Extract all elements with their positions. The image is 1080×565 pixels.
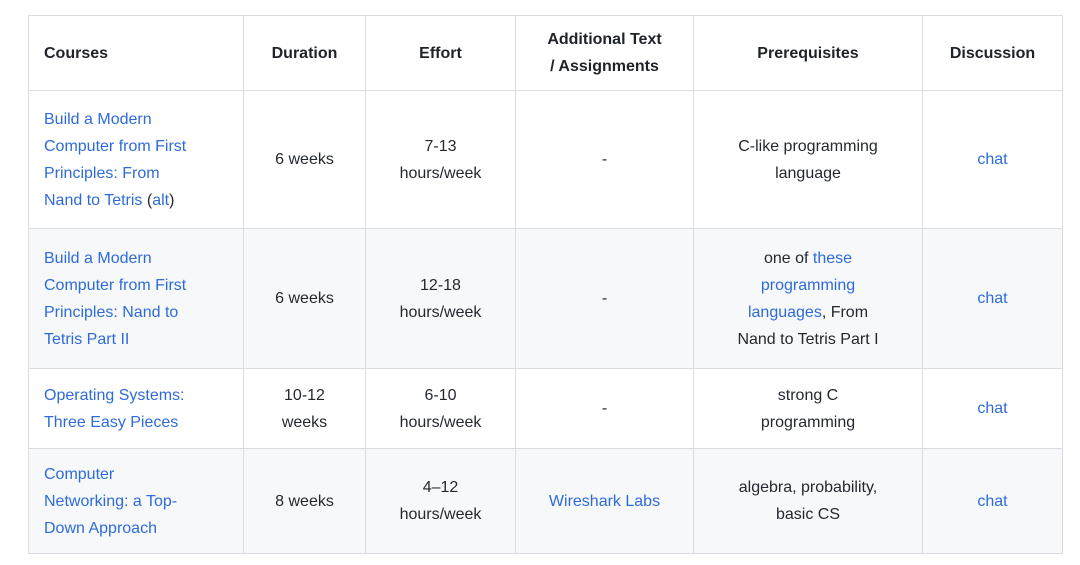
column-header-effort: Effort (365, 15, 516, 91)
paren-close: ) (169, 191, 175, 209)
course-cell: Computer Networking: a Top- Down Approach (28, 448, 244, 554)
discussion-cell: chat (922, 228, 1063, 369)
chat-link[interactable]: chat (977, 400, 1008, 417)
row-operating-systems: Operating Systems: Three Easy Pieces 10-1… (28, 368, 1063, 449)
course-cell: Build a Modern Computer from First Princip… (28, 90, 244, 229)
effort-cell: 12-18 hours/week (365, 228, 516, 369)
prereq-text: one of (763, 249, 813, 267)
effort-cell: 4–12 hours/week (365, 448, 516, 554)
duration-cell: 10-12 weeks (243, 368, 366, 449)
courses-table: Courses Duration Effort Additional Text /… (28, 15, 1063, 554)
prerequisites-cell: C-like programming language (693, 90, 923, 229)
prereq-text: Nand to Tetris Part I (737, 330, 879, 348)
prereq-text: , From (821, 303, 869, 321)
additional-cell: - (515, 90, 694, 229)
column-header-prerequisites: Prerequisites (693, 15, 923, 91)
course-link[interactable]: Build a Modern Computer from First Princip… (44, 110, 187, 209)
course-cell: Operating Systems: Three Easy Pieces (28, 368, 244, 449)
course-link[interactable]: Build a Modern Computer from First Princip… (44, 249, 187, 348)
paren-open: ( (142, 191, 153, 209)
alt-link[interactable]: alt (152, 191, 170, 209)
chat-link[interactable]: chat (977, 492, 1008, 510)
column-header-discussion: Discussion (922, 15, 1063, 91)
row-computer-networking: Computer Networking: a Top- Down Approach … (28, 448, 1063, 554)
course-link[interactable]: Operating Systems: Three Easy Pieces (44, 386, 185, 431)
column-header-courses: Courses (28, 15, 244, 91)
discussion-cell: chat (922, 368, 1063, 449)
additional-cell: Wireshark Labs (515, 448, 694, 554)
column-header-additional: Additional Text / Assignments (515, 15, 694, 91)
header-row: Courses Duration Effort Additional Text /… (28, 15, 1063, 91)
programming-languages-link[interactable]: these programming languages (747, 249, 856, 321)
discussion-cell: chat (922, 90, 1063, 229)
chat-link[interactable]: chat (977, 290, 1008, 307)
duration-cell: 8 weeks (243, 448, 366, 554)
effort-cell: 7-13 hours/week (365, 90, 516, 229)
duration-cell: 6 weeks (243, 90, 366, 229)
discussion-cell: chat (922, 448, 1063, 554)
duration-cell: 6 weeks (243, 228, 366, 369)
course-link[interactable]: Computer Networking: a Top- Down Approach (44, 465, 178, 537)
prerequisites-cell: algebra, probability, basic CS (693, 448, 923, 554)
course-cell: Build a Modern Computer from First Princip… (28, 228, 244, 369)
wireshark-labs-link[interactable]: Wireshark Labs (548, 492, 661, 510)
column-header-duration: Duration (243, 15, 366, 91)
effort-cell: 6-10 hours/week (365, 368, 516, 449)
row-nand-to-tetris-1: Build a Modern Computer from First Princip… (28, 90, 1063, 229)
additional-cell: - (515, 228, 694, 369)
additional-cell: - (515, 368, 694, 449)
prerequisites-cell: one of these programming languages, From Na… (693, 228, 923, 369)
chat-link[interactable]: chat (977, 151, 1008, 168)
row-nand-to-tetris-2: Build a Modern Computer from First Princip… (28, 228, 1063, 369)
